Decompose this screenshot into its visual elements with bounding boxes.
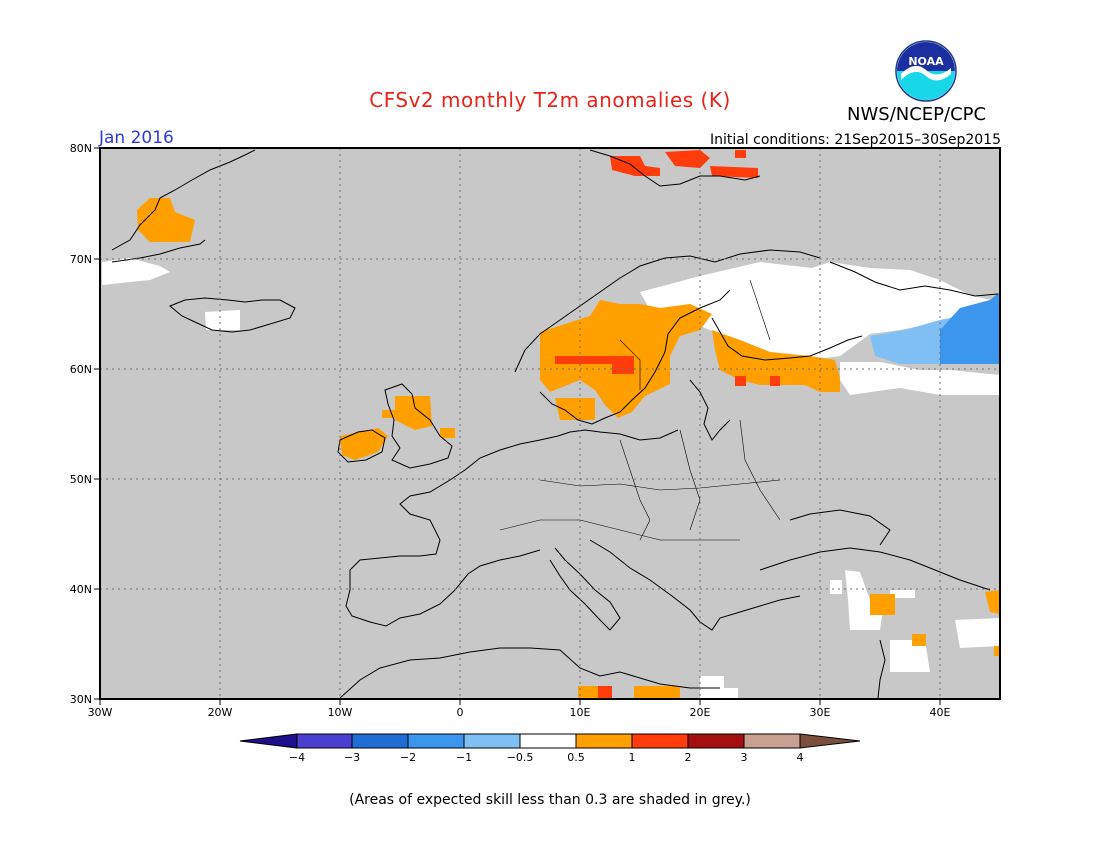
valid-month-label: Jan 2016 [99,128,174,148]
lat-label: 70N [69,253,92,266]
colorbar-box-5 [519,733,577,749]
lon-label: 20W [207,706,233,719]
colorbar-label: 4 [796,751,804,764]
lat-label: 40N [69,583,92,596]
colorbar-label: −4 [288,751,306,764]
colorbar-label: 2 [684,751,692,764]
noaa-logo: NOAA [895,40,957,102]
light-blue-anomaly-regions [870,316,960,364]
colorbar-box-7 [631,733,689,749]
lon-label: 20E [689,706,711,719]
map-frame [99,147,1001,700]
colorbar-label: −1 [455,751,473,764]
colorbar-label: −2 [399,751,417,764]
colorbar-box-2 [351,733,409,749]
lon-label: 10E [569,706,591,719]
colorbar-label: −0.5 [506,751,534,764]
colorbar-box-8 [687,733,745,749]
chart-title: CFSv2 monthly T2m anomalies (K) [369,88,731,112]
colorbar-box-4 [463,733,521,749]
blue-anomaly-regions [940,292,1000,364]
colorbar-arrow-left [239,733,298,749]
white-anomaly-regions [102,258,1000,698]
colorbar-box-6 [575,733,633,749]
lon-label: 40E [929,706,951,719]
lat-label: 60N [69,363,92,376]
agency-label: NWS/NCEP/CPC [847,104,987,125]
initial-conditions-label: Initial conditions: 21Sep2015–30Sep2015 [709,132,1001,148]
red-anomaly-regions [555,150,780,698]
colorbar-label: 1 [628,751,636,764]
lon-label: 30E [809,706,831,719]
colorbar [239,733,861,749]
skill-note: (Areas of expected skill less than 0.3 a… [349,792,751,808]
colorbar-box-9 [743,733,801,749]
lon-label: 0 [456,706,464,719]
lon-label: 30W [87,706,113,719]
gridlines [100,148,1000,699]
lon-label: 10W [327,706,353,719]
colorbar-arrow-right [799,733,861,749]
lat-label: 50N [69,473,92,486]
lat-label: 80N [69,142,92,155]
colorbar-label: 0.5 [567,751,585,764]
noaa-logo-text: NOAA [908,55,944,68]
colorbar-label: 3 [740,751,748,764]
axis-ticks [94,147,941,705]
colorbar-box-3 [407,733,465,749]
colorbar-label: −3 [343,751,361,764]
colorbar-box-1 [296,733,353,749]
lat-label: 30N [69,693,92,706]
